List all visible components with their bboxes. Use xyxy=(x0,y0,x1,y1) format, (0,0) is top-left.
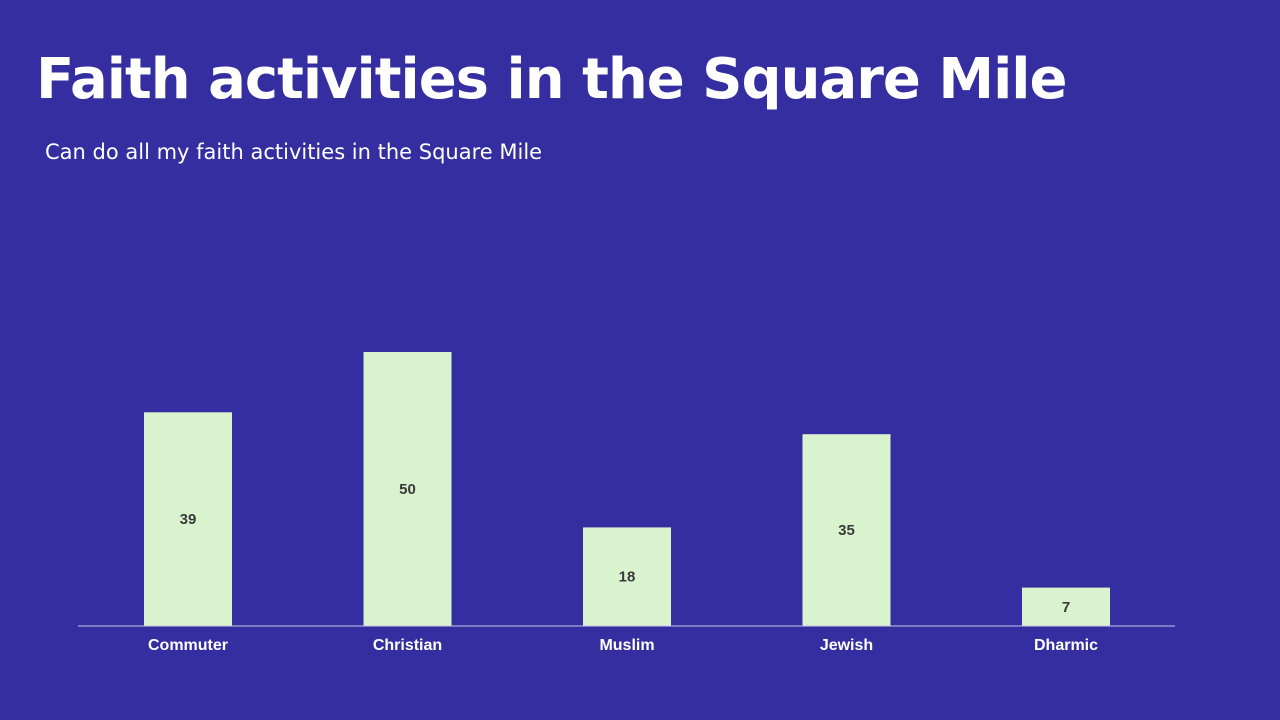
slide-subtitle: Can do all my faith activities in the Sq… xyxy=(45,140,543,164)
category-label-commuter: Commuter xyxy=(148,637,228,654)
data-label-commuter: 39 xyxy=(180,511,197,528)
bar-jewish xyxy=(802,434,891,626)
bar-dharmic xyxy=(1022,587,1110,626)
bar-commuter xyxy=(144,412,232,626)
data-label-muslim: 18 xyxy=(619,569,636,586)
bar-christian xyxy=(363,352,452,626)
category-label-christian: Christian xyxy=(373,637,442,654)
bar-muslim xyxy=(583,527,671,626)
data-label-dharmic: 7 xyxy=(1062,599,1070,616)
slide-title: Faith activities in the Square Mile xyxy=(36,47,1067,112)
category-label-jewish: Jewish xyxy=(820,637,873,654)
category-label-muslim: Muslim xyxy=(599,637,654,654)
data-label-jewish: 35 xyxy=(838,522,855,539)
bars-group: 39 Commuter 50 Christian 18 Muslim 35 Jewish 7 Dh… xyxy=(144,352,1110,654)
category-label-dharmic: Dharmic xyxy=(1034,637,1098,654)
data-label-christian: 50 xyxy=(399,481,416,498)
